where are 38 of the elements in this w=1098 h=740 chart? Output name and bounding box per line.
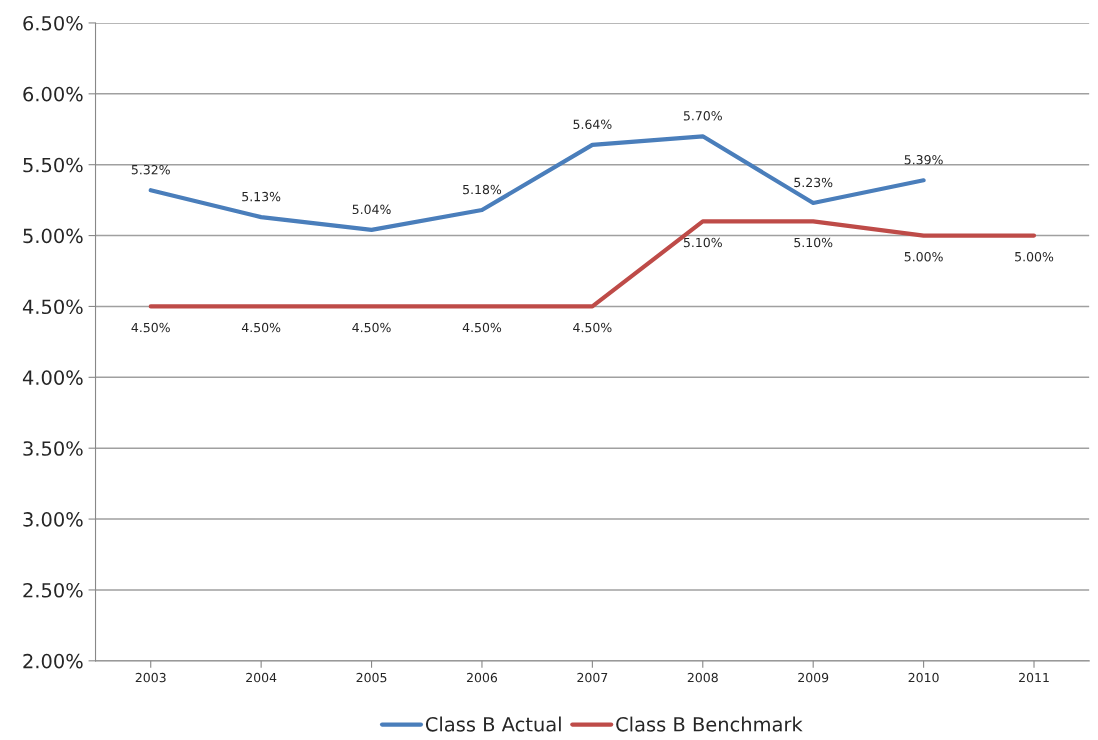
y-tick-label: 3.50% [23, 441, 83, 456]
x-tick-label: 2006 [466, 672, 498, 683]
y-tick-label: 2.50% [23, 582, 83, 598]
y-tick-label: 4.50% [22, 299, 83, 315]
data-label: 5.10% [794, 237, 833, 248]
data-label: 5.64% [573, 119, 612, 130]
x-tick-label: 2003 [135, 672, 166, 683]
y-tick-label: 6.00% [23, 86, 83, 102]
data-label: 5.10% [683, 237, 722, 248]
data-label: 5.70% [683, 111, 722, 121]
data-label: 4.50% [462, 322, 502, 333]
data-label: 5.23% [794, 177, 833, 188]
y-tick-label: 5.50% [23, 157, 83, 173]
data-label: 5.39% [904, 155, 943, 165]
data-label: 5.04% [352, 204, 391, 215]
data-label: 4.50% [573, 322, 612, 333]
legend-label: Class B Actual [425, 716, 561, 732]
x-tick-label: 2004 [246, 672, 277, 683]
y-tick-label: 4.00% [22, 370, 83, 385]
data-label: 5.18% [463, 184, 502, 195]
data-label: 5.00% [1015, 251, 1054, 262]
y-tick-label: 2.00% [23, 653, 83, 669]
data-label: 5.13% [242, 191, 281, 202]
data-label: 4.50% [131, 322, 170, 333]
data-label: 4.50% [352, 322, 391, 333]
x-tick-label: 2005 [356, 672, 387, 683]
x-tick-label: 2008 [687, 672, 718, 683]
x-tick-label: 2009 [798, 672, 829, 683]
y-tick-label: 6.50% [23, 15, 83, 31]
x-tick-label: 2010 [908, 672, 939, 683]
data-label: 5.00% [904, 251, 943, 262]
x-tick-label: 2011 [1019, 672, 1049, 683]
data-label: 5.32% [131, 164, 170, 175]
y-tick-label: 3.00% [23, 512, 83, 527]
data-label: 4.50% [241, 322, 281, 333]
y-tick-label: 5.00% [23, 228, 83, 244]
x-tick-label: 2007 [577, 672, 608, 683]
legend-label: Class B Benchmark [616, 716, 803, 732]
